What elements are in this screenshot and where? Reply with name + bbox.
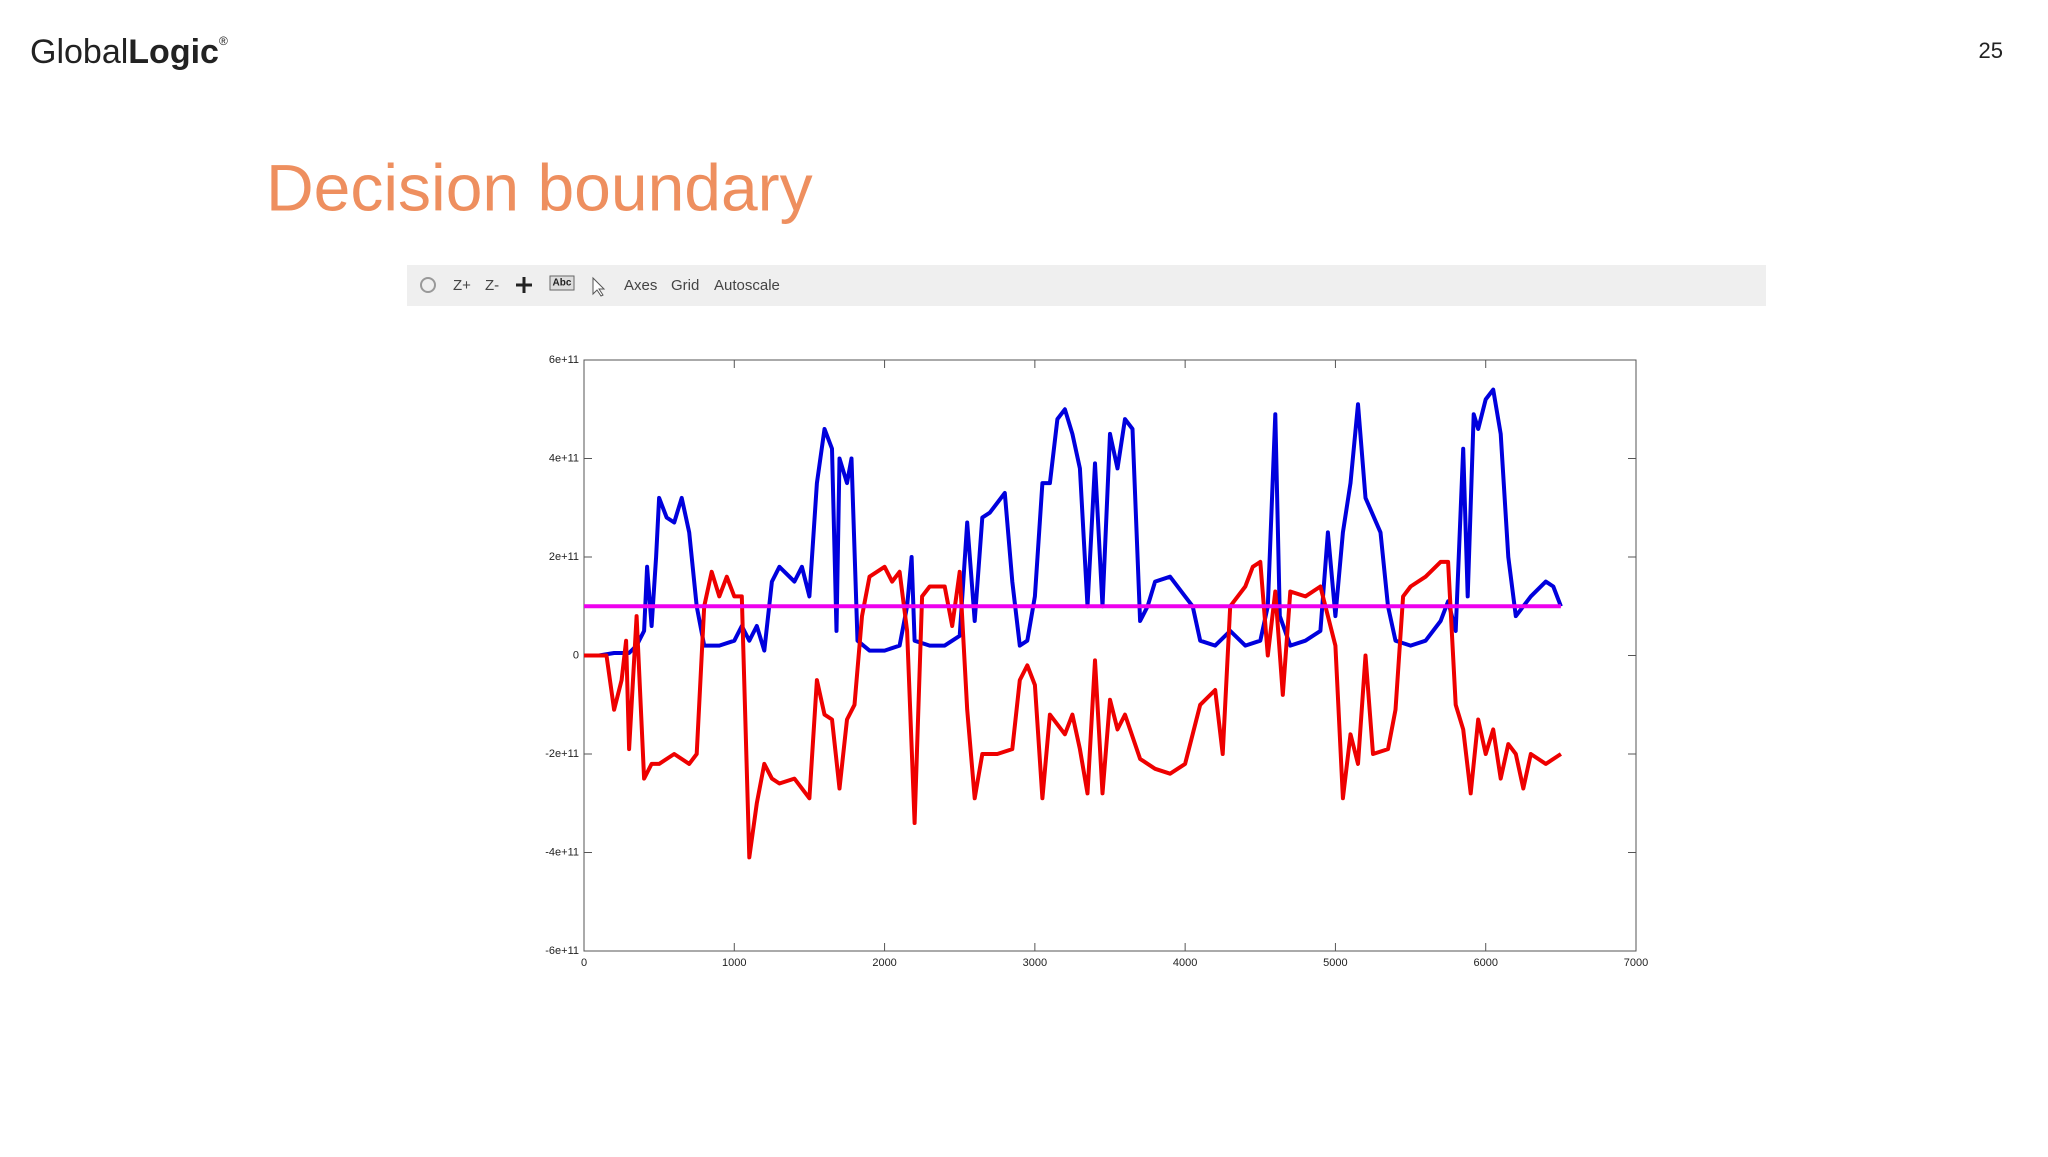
toolbar bbox=[407, 265, 1766, 306]
logo-part: Global bbox=[30, 33, 128, 71]
series-line bbox=[584, 559, 1562, 860]
y-tick-label: -4e+11 bbox=[545, 846, 579, 858]
toolbar-button[interactable]: Axes bbox=[624, 277, 657, 294]
toolbar-button[interactable]: Z+ bbox=[453, 277, 471, 294]
y-tick-label: 0 bbox=[573, 649, 579, 661]
text-icon-bg bbox=[549, 275, 575, 291]
x-tick-label: 7000 bbox=[1624, 957, 1648, 969]
x-tick-label: 3000 bbox=[1023, 957, 1047, 969]
toolbar-button[interactable]: Grid bbox=[671, 277, 699, 294]
x-tick-label: 2000 bbox=[872, 957, 896, 969]
toolbar-button[interactable]: Abc bbox=[553, 278, 572, 289]
y-tick-label: 6e+11 bbox=[549, 354, 579, 366]
page-number: 25 bbox=[1979, 38, 2003, 63]
logo: GlobalLogic® bbox=[30, 33, 228, 71]
pan-icon[interactable] bbox=[516, 277, 532, 293]
x-tick-label: 1000 bbox=[722, 957, 746, 969]
y-tick-label: 2e+11 bbox=[549, 551, 579, 563]
x-tick-label: 0 bbox=[581, 957, 587, 969]
y-tick-label: -2e+11 bbox=[545, 748, 579, 760]
y-tick-label: -6e+11 bbox=[545, 945, 579, 957]
toolbar-button[interactable]: Z- bbox=[485, 277, 499, 294]
select-icon[interactable] bbox=[592, 276, 606, 297]
x-tick-label: 6000 bbox=[1473, 957, 1497, 969]
rotate-icon[interactable] bbox=[420, 277, 436, 293]
slide-title: Decision boundary bbox=[266, 150, 813, 224]
logo-part: Logic bbox=[128, 33, 219, 71]
x-tick-label: 4000 bbox=[1173, 957, 1197, 969]
x-tick-label: 5000 bbox=[1323, 957, 1347, 969]
logo-mark: ® bbox=[219, 34, 228, 48]
toolbar-button[interactable]: Autoscale bbox=[714, 277, 780, 294]
y-tick-label: 4e+11 bbox=[549, 452, 579, 464]
